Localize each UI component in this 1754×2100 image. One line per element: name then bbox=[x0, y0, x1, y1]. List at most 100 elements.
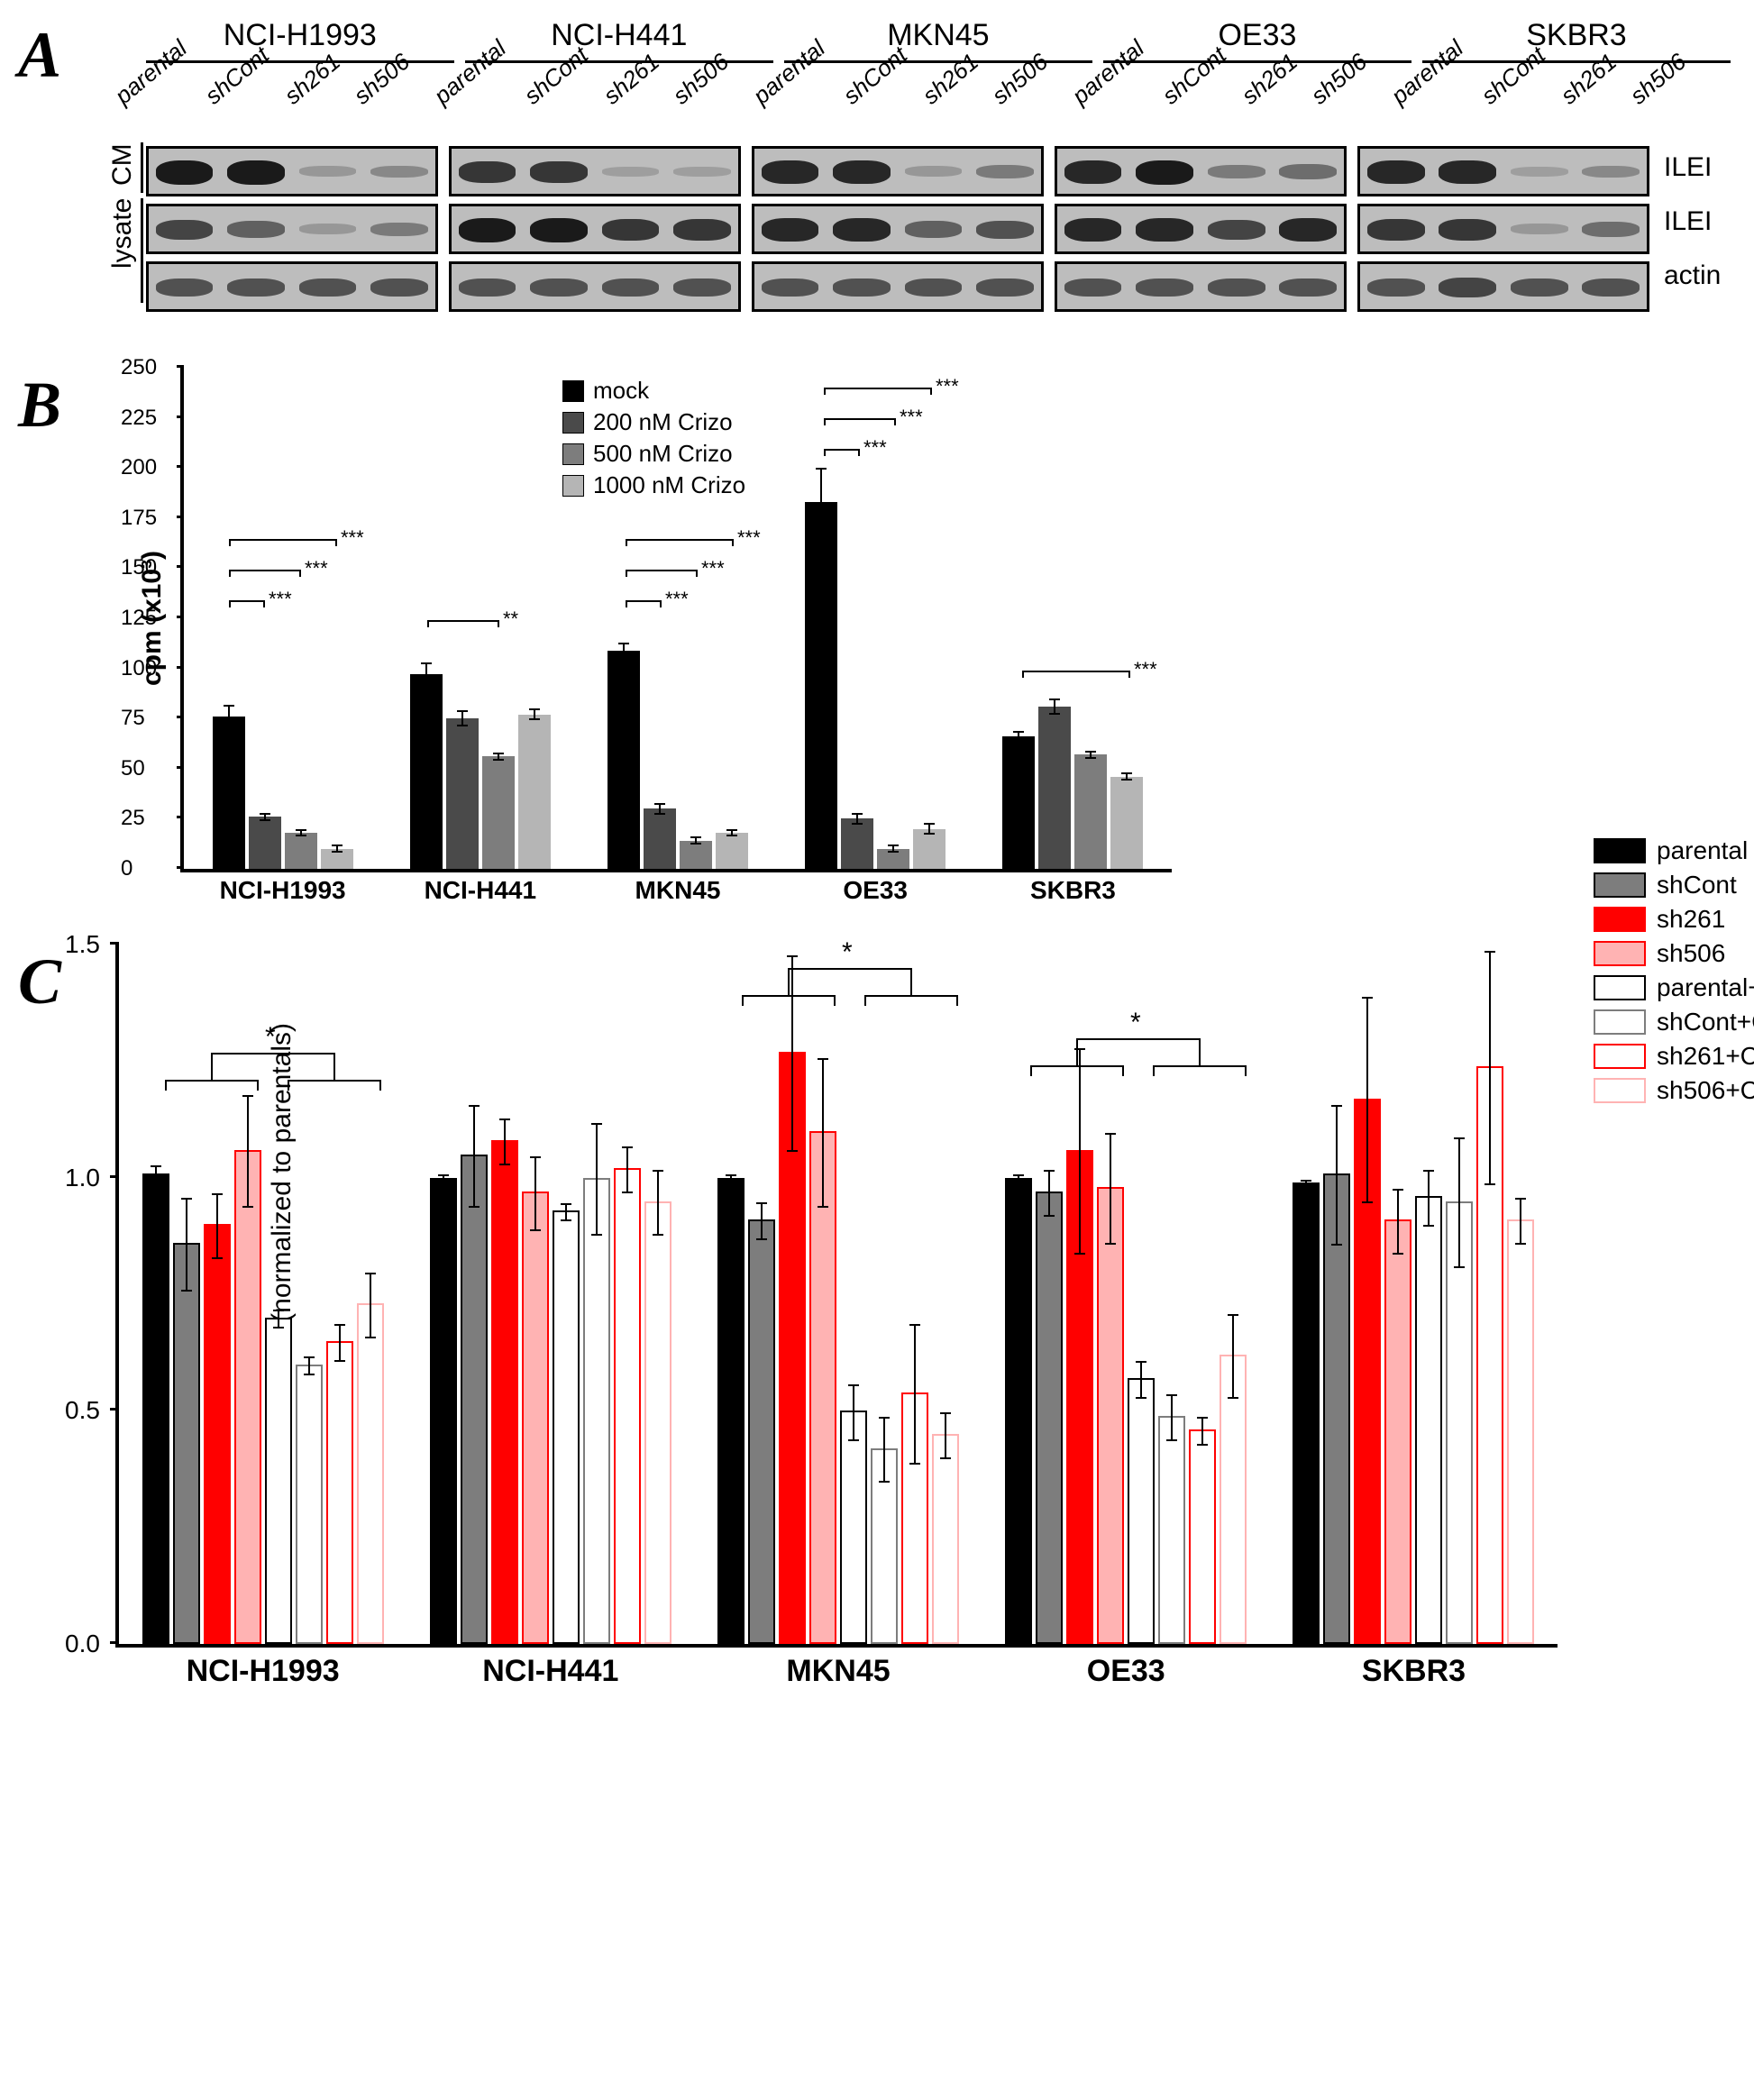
blot-band bbox=[1439, 278, 1496, 297]
chart-c-bar bbox=[1415, 1196, 1442, 1644]
blot-band bbox=[227, 221, 285, 238]
chart-c-bar bbox=[871, 1448, 898, 1644]
chart-c-bar bbox=[522, 1192, 549, 1644]
chart-b-xlabel: MKN45 bbox=[579, 876, 776, 905]
chart-b-ytick: 150 bbox=[121, 555, 157, 580]
blot-band bbox=[1208, 278, 1265, 297]
blot-band bbox=[1208, 165, 1265, 178]
blot-band bbox=[1439, 219, 1496, 241]
blot-band bbox=[1136, 218, 1193, 242]
chart-c-group: OE33 bbox=[982, 945, 1270, 1644]
chart-c-bar bbox=[1158, 1416, 1185, 1644]
chart-b-xlabel: OE33 bbox=[777, 876, 974, 905]
panel-c-label: C bbox=[18, 945, 61, 1019]
chart-c-ytick: 0.5 bbox=[65, 1396, 100, 1425]
chart-c-bar bbox=[1323, 1173, 1350, 1645]
blot-band bbox=[1367, 278, 1425, 297]
chart-b-bar bbox=[482, 756, 515, 869]
blot-target-1: ILEI bbox=[1655, 195, 1736, 249]
blot-strip bbox=[752, 204, 1044, 254]
blot-strip bbox=[449, 261, 741, 312]
blot-band bbox=[673, 219, 731, 241]
chart-c-sig-star: * bbox=[842, 937, 853, 968]
blot-band bbox=[762, 160, 819, 184]
blot-strip bbox=[449, 204, 741, 254]
panel-b: B cpm (x10³) mock200 nM Crizo500 nM Criz… bbox=[18, 368, 1736, 872]
chart-c-bar bbox=[1220, 1355, 1247, 1644]
chart-c-bar bbox=[461, 1155, 488, 1644]
chart-c-group: NCI-H441 bbox=[407, 945, 694, 1644]
chart-b-ytick: 75 bbox=[121, 706, 145, 731]
chart-c-legend-item: sh261 bbox=[1594, 905, 1754, 934]
chart-b-ytick: 175 bbox=[121, 506, 157, 531]
blot-strip bbox=[1357, 261, 1649, 312]
blot-band bbox=[370, 166, 428, 178]
chart-c-xlabel: NCI-H1993 bbox=[119, 1654, 407, 1689]
chart-b-sig: *** bbox=[1022, 671, 1130, 678]
chart-b-bar bbox=[608, 651, 640, 869]
chart-c-xlabel: NCI-H441 bbox=[407, 1654, 694, 1689]
blot-strip bbox=[146, 146, 438, 196]
chart-b-xlabel: NCI-H441 bbox=[381, 876, 579, 905]
chart-c-group: MKN45 bbox=[694, 945, 982, 1644]
blot-band bbox=[602, 219, 660, 241]
blot-side-lysate: lysate bbox=[107, 233, 138, 269]
chart-c-xlabel: OE33 bbox=[982, 1654, 1270, 1689]
blot-target-2: actin bbox=[1655, 249, 1736, 303]
blot-strip bbox=[1357, 204, 1649, 254]
chart-c-bar bbox=[583, 1178, 610, 1644]
chart-c-bar bbox=[1476, 1066, 1503, 1644]
blot-strip bbox=[1055, 204, 1347, 254]
blot-strip bbox=[752, 146, 1044, 196]
blot-strip bbox=[1357, 146, 1649, 196]
blot-band bbox=[673, 167, 731, 177]
blot-band bbox=[1064, 218, 1122, 242]
chart-b-sig: *** bbox=[229, 600, 265, 607]
blot-band bbox=[602, 278, 660, 297]
chart-b-ytick: 125 bbox=[121, 606, 157, 631]
blot-band bbox=[1511, 278, 1568, 297]
chart-c-bar bbox=[779, 1052, 806, 1644]
chart-c-group: SKBR3 bbox=[1270, 945, 1558, 1644]
blot-band bbox=[1582, 278, 1640, 297]
chart-c-bar bbox=[1036, 1192, 1063, 1644]
chart-b-group: MKN45 bbox=[579, 368, 776, 869]
blot-band bbox=[833, 278, 891, 297]
blot-band bbox=[673, 278, 731, 297]
chart-c-bar bbox=[1293, 1182, 1320, 1644]
figure-root: A NCI-H1993NCI-H441MKN45OE33SKBR3 parent… bbox=[18, 18, 1736, 1648]
blot-band bbox=[530, 278, 588, 297]
blot-band bbox=[227, 160, 285, 186]
blot-band bbox=[156, 160, 214, 186]
chart-b: cpm (x10³) mock200 nM Crizo500 nM Crizo1… bbox=[180, 368, 1172, 872]
chart-c-xlabel: MKN45 bbox=[694, 1654, 982, 1689]
chart-b-group: NCI-H441 bbox=[381, 368, 579, 869]
chart-b-ytick: 200 bbox=[121, 455, 157, 480]
chart-c-bar bbox=[614, 1168, 641, 1644]
chart-c-sig-line bbox=[288, 1080, 379, 1082]
chart-c-bar bbox=[296, 1365, 323, 1644]
panel-b-label: B bbox=[18, 368, 126, 443]
chart-b-ytick: 100 bbox=[121, 656, 157, 681]
chart-c-bar bbox=[326, 1341, 353, 1644]
chart-c-legend-item: shCont bbox=[1594, 871, 1754, 899]
chart-c-bar bbox=[809, 1131, 836, 1644]
chart-c-bar bbox=[173, 1243, 200, 1644]
blot-band bbox=[762, 278, 819, 297]
chart-c-bar bbox=[748, 1219, 775, 1644]
chart-c-sig-star: * bbox=[265, 1022, 276, 1053]
chart-b-bar bbox=[716, 833, 748, 869]
blot-strip bbox=[146, 204, 438, 254]
chart-b-xlabel: SKBR3 bbox=[974, 876, 1172, 905]
chart-c-legend-item: sh261+Crizo bbox=[1594, 1042, 1754, 1071]
blot-strip bbox=[752, 261, 1044, 312]
blot-band bbox=[1064, 278, 1122, 297]
chart-c-legend-item: sh506 bbox=[1594, 939, 1754, 968]
chart-c-sig-star: * bbox=[1130, 1008, 1141, 1038]
blot-band bbox=[1279, 164, 1337, 179]
blot-band bbox=[1367, 160, 1425, 184]
chart-b-bar bbox=[518, 715, 551, 869]
blot-band bbox=[976, 278, 1034, 297]
panel-a-label: A bbox=[18, 18, 105, 93]
chart-b-bar bbox=[841, 818, 873, 869]
